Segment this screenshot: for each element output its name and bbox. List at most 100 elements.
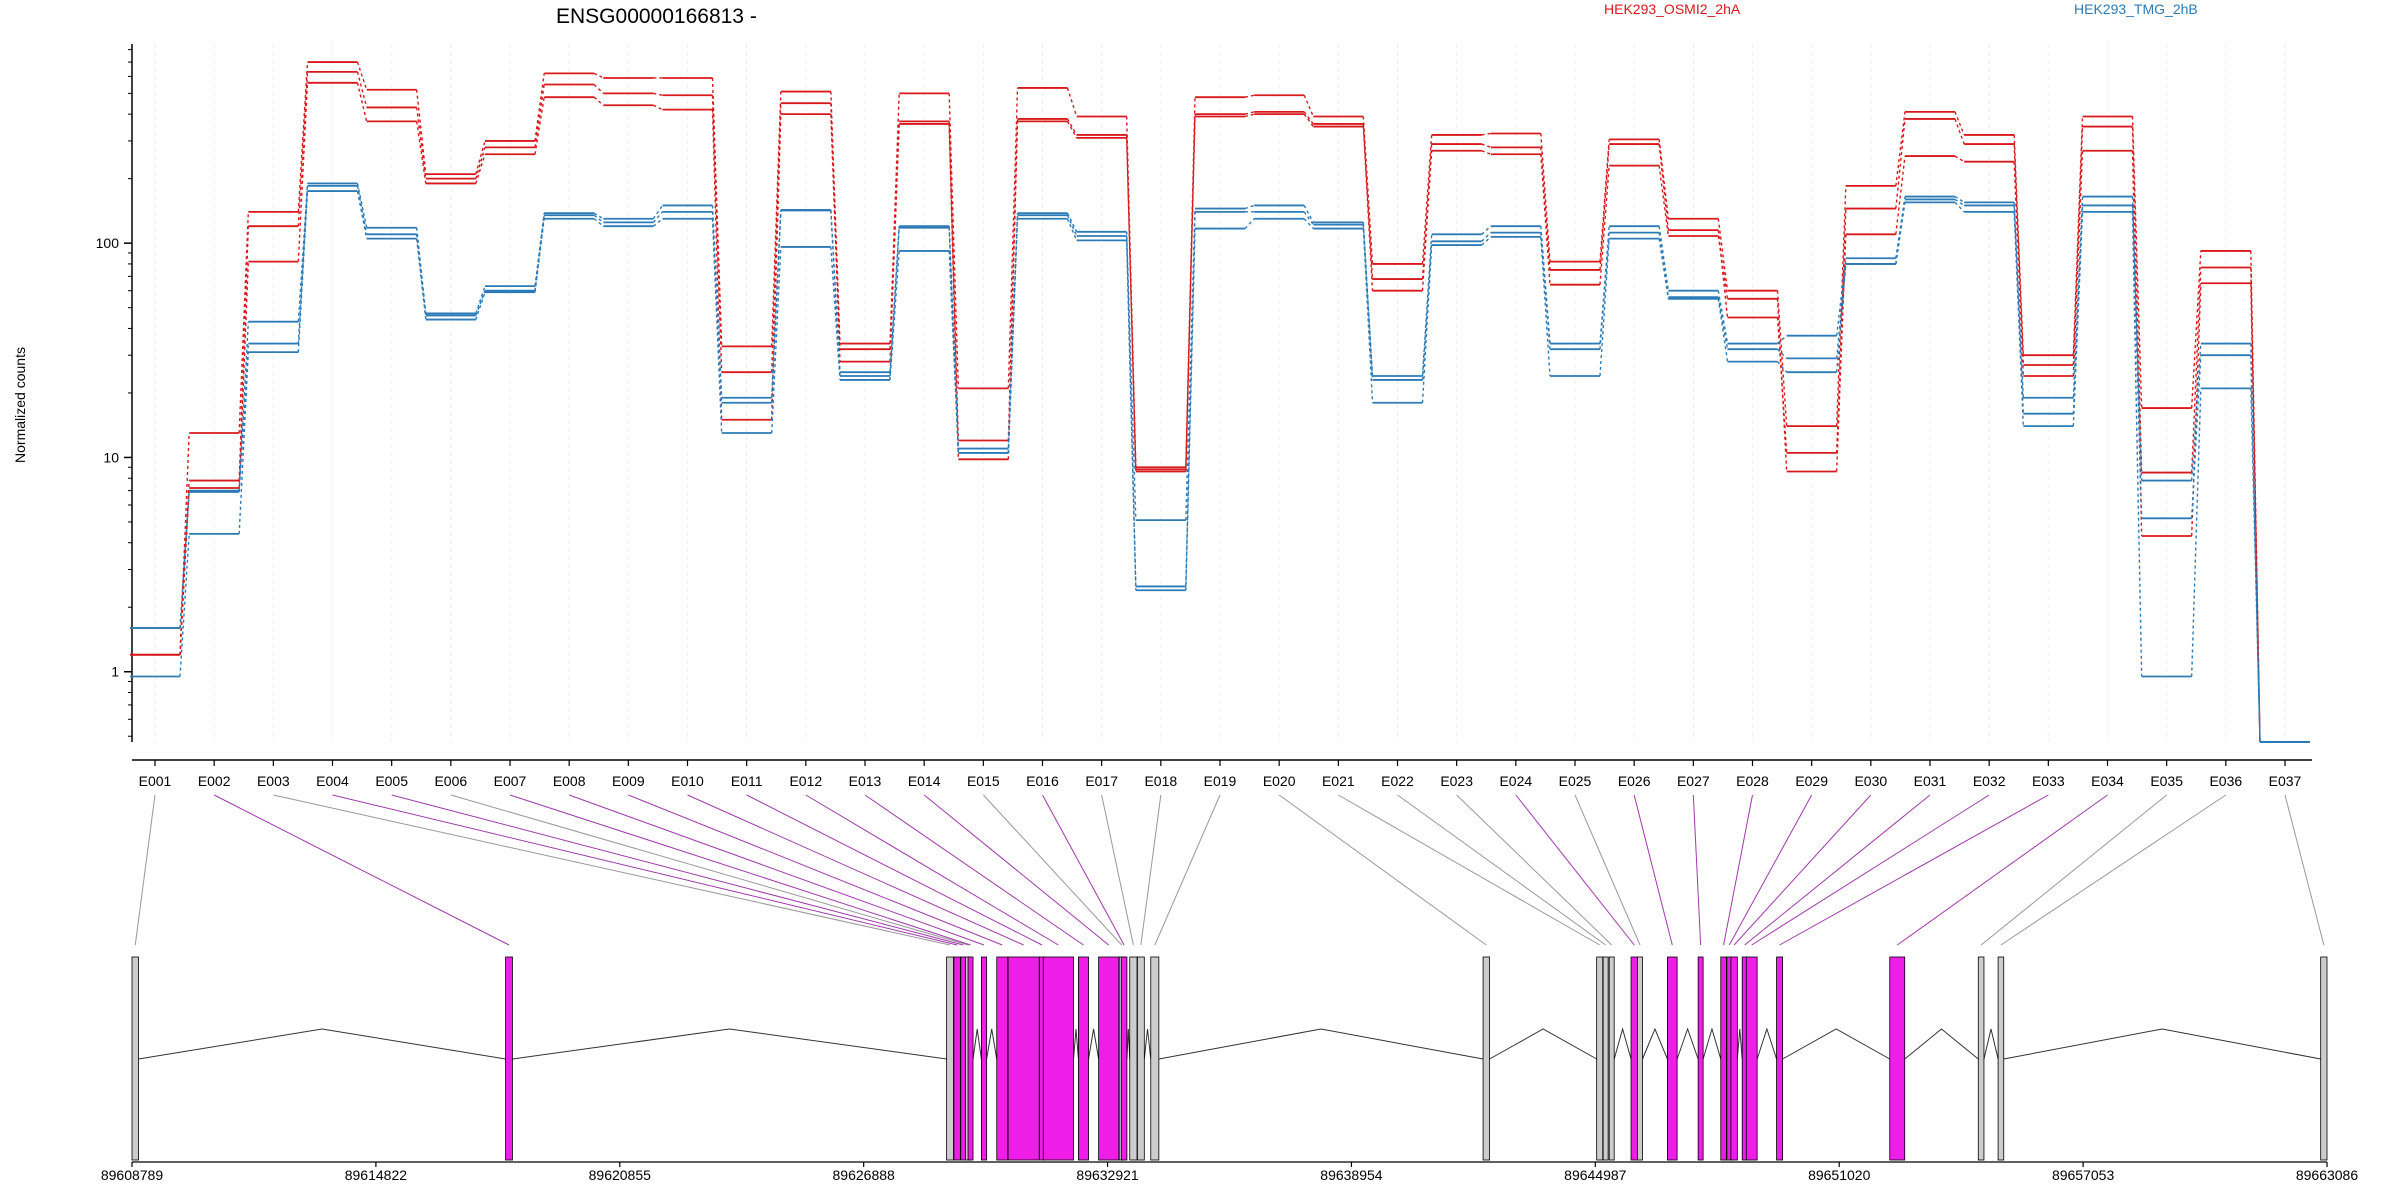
exon-connector <box>2284 794 2325 946</box>
exon-box <box>967 956 974 1161</box>
series-connector <box>2190 388 2202 677</box>
series-connector <box>1303 211 1314 226</box>
series-connector <box>2131 205 2143 519</box>
exon-box <box>946 956 954 1161</box>
series-connector <box>1362 228 1374 403</box>
exon-box <box>1630 956 1638 1161</box>
exon-box <box>960 956 967 1161</box>
series-connector <box>475 154 486 184</box>
intron-line <box>1489 1028 1597 1060</box>
series-connector <box>2013 161 2025 377</box>
series-connector <box>1244 204 1255 210</box>
series-connector <box>1658 238 1670 299</box>
intron-line <box>1642 1027 1668 1060</box>
series-connector <box>652 211 664 223</box>
series-connector <box>1066 118 1078 136</box>
series-connector <box>889 226 900 373</box>
genomic-tick-label: 89663086 <box>2296 1167 2359 1183</box>
exon-box <box>1730 956 1738 1161</box>
genomic-tick-label: 89632921 <box>1076 1167 1139 1183</box>
exon-box <box>1602 956 1609 1161</box>
series-lines <box>130 61 2310 743</box>
series-connector <box>1362 123 1374 280</box>
series-connector <box>1185 114 1196 470</box>
exon-connector <box>273 794 951 946</box>
series-connector <box>297 191 309 353</box>
series-connector <box>1895 155 1906 235</box>
genomic-tick-label: 89608789 <box>101 1167 164 1183</box>
series-connector <box>415 234 427 316</box>
series-connector <box>653 104 663 111</box>
series-connector <box>889 227 900 377</box>
genomic-tick-label: 89620855 <box>589 1167 652 1183</box>
series-connector <box>1066 218 1078 241</box>
series-connector <box>534 218 545 293</box>
exon-connector <box>687 794 1024 946</box>
y-axis-label: Normalized counts <box>12 347 28 463</box>
series-connector <box>179 487 190 655</box>
x-tick-label: E003 <box>257 773 290 789</box>
series-connector <box>770 114 782 420</box>
intron-line <box>1904 1028 1979 1060</box>
legend-label-osmi: HEK293_OSMI2_2hA <box>1604 1 1741 17</box>
series-connector <box>1362 224 1374 380</box>
series-connector <box>770 246 782 434</box>
exon-connector <box>628 794 1003 946</box>
x-tick-label: E037 <box>2269 773 2302 789</box>
series-connector <box>1835 208 1847 453</box>
series-connector <box>889 250 900 380</box>
series-connector <box>1777 348 1788 359</box>
series-connector <box>593 84 604 94</box>
x-tick-label: E005 <box>375 773 408 789</box>
series-connector <box>356 61 368 90</box>
exon-connector <box>450 794 969 946</box>
series-connector <box>1954 198 1965 207</box>
series-connector <box>534 84 545 148</box>
x-tick-label: E007 <box>494 773 527 789</box>
series-connector <box>356 82 368 122</box>
series-connector <box>534 73 545 142</box>
series-connector <box>1244 218 1255 230</box>
series-connector <box>652 218 663 227</box>
series-connector <box>1007 87 1019 389</box>
series-connector <box>1954 195 1965 203</box>
exon-connector <box>1751 794 1990 946</box>
series-connector <box>1066 87 1078 117</box>
series-connector <box>1658 144 1670 231</box>
intron-line <box>1073 1028 1079 1060</box>
genomic-tick-label: 89644987 <box>1564 1167 1627 1183</box>
exon-box <box>1098 956 1120 1161</box>
series-connector <box>1954 118 1965 145</box>
genomic-axis: 89608789 89614822 89620855 89626888 89632921… <box>101 1161 2359 1183</box>
exon-box <box>980 956 988 1161</box>
series-connector <box>948 250 960 453</box>
series-connector <box>1895 111 1906 186</box>
x-tick-label: E031 <box>1914 773 1947 789</box>
axes <box>131 44 2312 761</box>
series-connector <box>711 77 723 347</box>
intron-line <box>986 1028 998 1060</box>
exon-connector <box>1574 794 1641 946</box>
intron-line <box>1782 1028 1890 1060</box>
y-axis-ticks: 1 10 100 <box>96 49 132 737</box>
series-connector <box>475 285 486 314</box>
x-tick-label: E012 <box>789 773 822 789</box>
series-connector <box>2250 355 2261 743</box>
x-tick-label: E004 <box>316 773 349 789</box>
x-tick-label: E020 <box>1263 773 1296 789</box>
intron-line <box>1676 1027 1699 1060</box>
exon-connector <box>864 794 1084 946</box>
series-connector <box>475 290 486 316</box>
series-connector <box>475 147 486 179</box>
genomic-tick-label: 89651020 <box>1808 1167 1871 1183</box>
series-connector <box>1835 185 1847 427</box>
exon-box <box>1977 956 1985 1161</box>
series-connector <box>1895 202 1906 265</box>
legend-label-tmg: HEK293_TMG_2hB <box>2074 1 2198 17</box>
exon-box <box>996 956 1009 1161</box>
series-connector <box>1421 150 1433 291</box>
intron-line <box>1613 1027 1632 1060</box>
series-connector <box>2250 267 2261 743</box>
exon-box <box>1776 956 1784 1161</box>
